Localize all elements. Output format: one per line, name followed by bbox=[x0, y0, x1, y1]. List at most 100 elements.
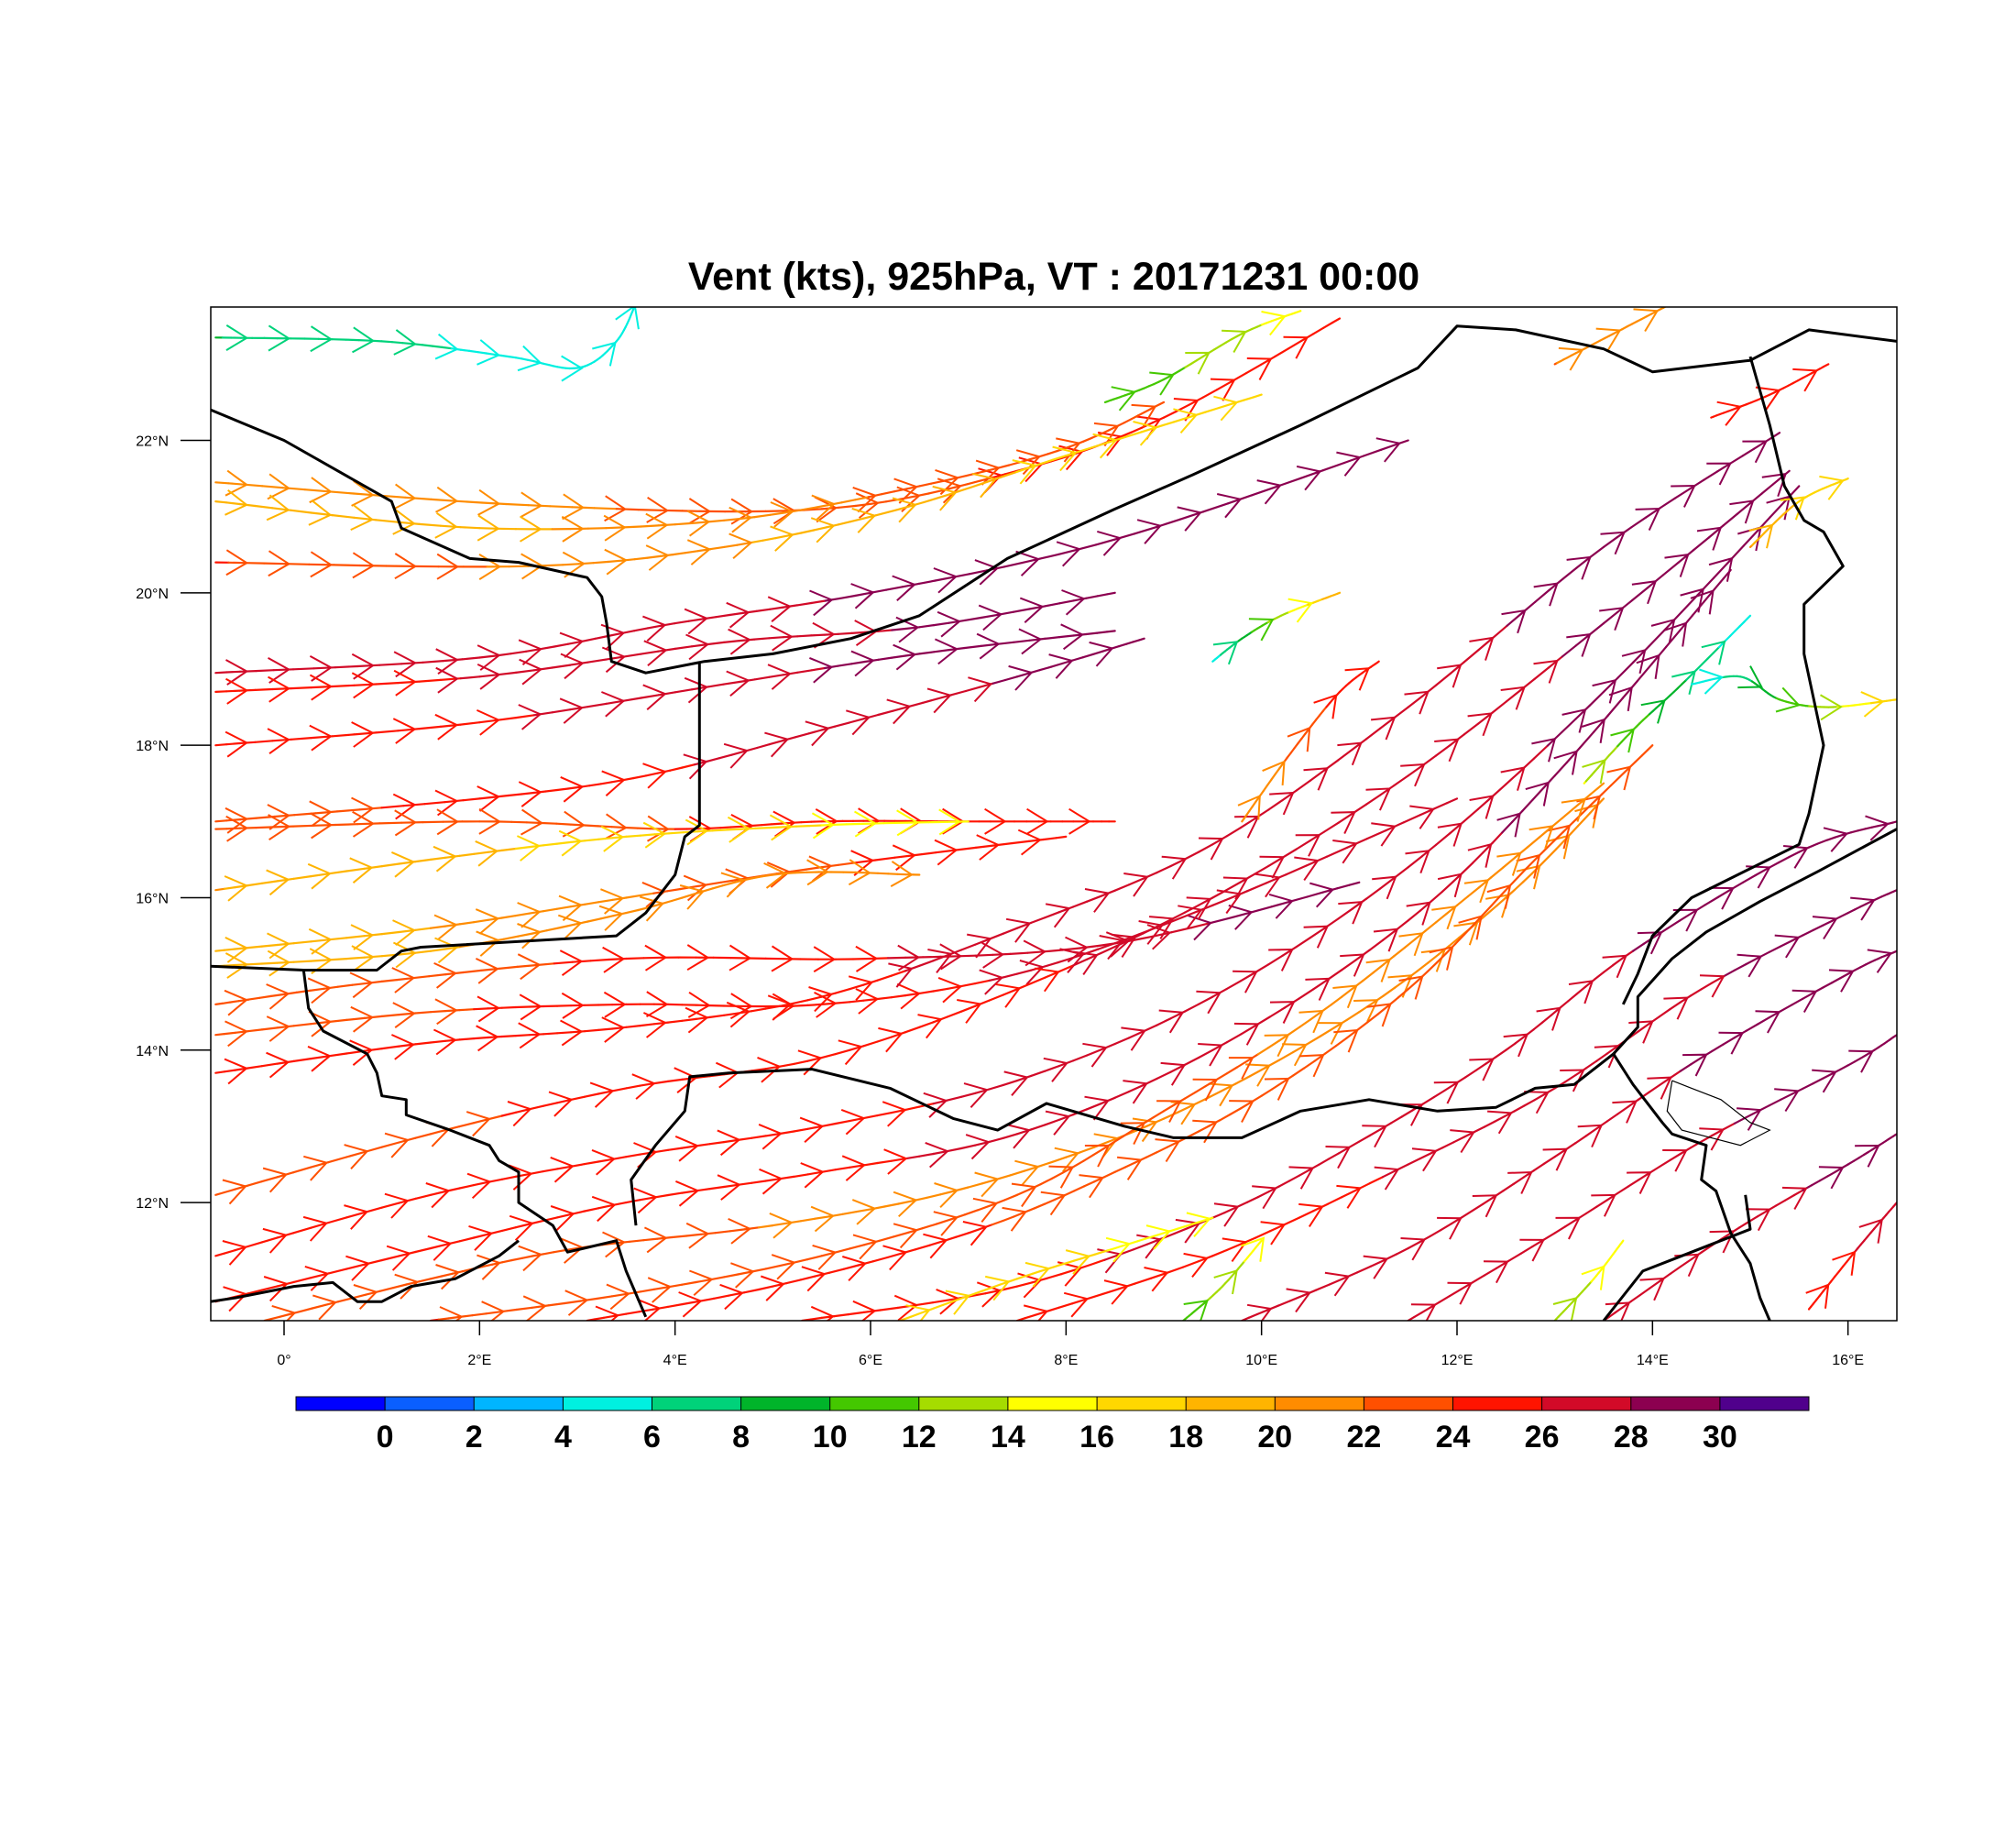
wind-barb-mark bbox=[271, 1304, 297, 1321]
wind-streamline-segment bbox=[1859, 1054, 1868, 1059]
wind-streamline-segment bbox=[1309, 927, 1326, 939]
wind-barb-mark bbox=[763, 862, 788, 889]
wind-streamline-segment bbox=[932, 954, 948, 962]
wind-streamline-segment bbox=[1152, 1110, 1166, 1119]
wind-streamline-segment bbox=[1173, 1227, 1189, 1235]
wind-barb-mark bbox=[1612, 1100, 1638, 1124]
wind-barb-mark bbox=[810, 1305, 835, 1321]
wind-barb-mark bbox=[434, 713, 459, 741]
colorbar-label: 2 bbox=[466, 1420, 483, 1454]
wind-barb-mark bbox=[1631, 579, 1658, 605]
wind-streamline-segment bbox=[1441, 881, 1454, 894]
wind-streamline-segment bbox=[1078, 445, 1096, 453]
wind-streamline-segment bbox=[1402, 814, 1421, 824]
wind-streamline-segment bbox=[1253, 808, 1270, 820]
wind-streamline-segment bbox=[991, 1199, 1006, 1206]
wind-barb-mark bbox=[923, 1092, 948, 1118]
wind-barb-mark bbox=[1177, 506, 1202, 532]
wind-barb-mark bbox=[478, 807, 502, 835]
wind-barb-mark bbox=[1647, 1076, 1672, 1100]
wind-streamline-segment bbox=[794, 824, 811, 828]
wind-streamline-segment bbox=[876, 974, 893, 982]
wind-streamline-segment bbox=[1490, 866, 1505, 879]
wind-barb-mark bbox=[935, 468, 959, 496]
wind-streamline-segment bbox=[1197, 1048, 1214, 1059]
wind-streamline-segment bbox=[1093, 1251, 1102, 1257]
wind-streamline-segment bbox=[1649, 1279, 1661, 1290]
wind-streamline-segment bbox=[729, 1228, 746, 1233]
wind-barb-mark bbox=[1818, 1166, 1845, 1190]
wind-streamline-segment bbox=[1262, 784, 1269, 793]
wind-streamline-segment bbox=[1403, 938, 1417, 949]
wind-streamline-segment bbox=[1584, 1205, 1598, 1215]
wind-barb-mark bbox=[1568, 980, 1594, 1004]
wind-streamline-segment bbox=[833, 1312, 850, 1318]
wind-barb-mark bbox=[1805, 1283, 1830, 1309]
wind-streamline-segment bbox=[500, 914, 518, 919]
wind-streamline-segment bbox=[545, 926, 563, 932]
wind-barb-mark bbox=[1052, 445, 1078, 472]
wind-streamline-segment bbox=[1086, 895, 1102, 903]
wind-streamline-segment bbox=[1268, 1006, 1286, 1018]
wind-streamline-segment bbox=[708, 1014, 726, 1019]
wind-streamline-segment bbox=[276, 960, 295, 964]
wind-barb-mark bbox=[631, 1073, 656, 1100]
wind-streamline-segment bbox=[934, 576, 954, 582]
wind-streamline-segment bbox=[1700, 1134, 1714, 1143]
wind-barb-mark bbox=[1212, 641, 1239, 665]
wind-streamline-segment bbox=[904, 1315, 912, 1321]
wind-barb-mark bbox=[224, 875, 248, 902]
wind-barb-mark bbox=[1336, 1184, 1363, 1209]
wind-streamline-segment bbox=[477, 351, 488, 355]
wind-streamline-segment bbox=[1337, 812, 1353, 824]
wind-streamline-segment bbox=[751, 1135, 767, 1139]
wind-streamline-segment bbox=[255, 826, 275, 829]
wind-streamline-segment bbox=[827, 1213, 844, 1218]
wind-streamline-segment bbox=[1063, 1190, 1076, 1197]
wind-streamline-segment bbox=[1130, 426, 1144, 434]
wind-streamline-segment bbox=[795, 634, 813, 638]
wind-barb-mark bbox=[1558, 346, 1584, 371]
wind-streamline-segment bbox=[1100, 1042, 1116, 1051]
wind-barb-mark bbox=[810, 1205, 836, 1233]
wind-barb-mark bbox=[1133, 421, 1158, 446]
wind-barb-mark bbox=[1858, 1218, 1883, 1244]
wind-streamline-segment bbox=[1575, 555, 1592, 569]
wind-barb-mark bbox=[509, 1214, 534, 1241]
wind-barb-mark bbox=[685, 818, 709, 846]
wind-barb-mark bbox=[517, 902, 542, 928]
wind-streamline-segment bbox=[1082, 436, 1093, 443]
wind-streamline-segment bbox=[1746, 614, 1752, 620]
wind-streamline-segment bbox=[423, 801, 446, 806]
wind-streamline-segment bbox=[728, 611, 744, 617]
wind-streamline-segment bbox=[1309, 1011, 1322, 1021]
wind-streamline-segment bbox=[414, 1011, 433, 1015]
wind-barb-mark bbox=[850, 850, 875, 876]
wind-streamline-segment bbox=[862, 1114, 879, 1120]
wind-barb-mark bbox=[1434, 738, 1460, 763]
wind-streamline-segment bbox=[885, 586, 904, 591]
wind-streamline-segment bbox=[877, 709, 894, 717]
wind-barb-mark bbox=[688, 498, 712, 525]
wind-streamline-segment bbox=[1306, 1035, 1322, 1046]
wind-streamline-segment bbox=[1627, 1179, 1640, 1188]
wind-barb-mark bbox=[896, 982, 921, 1010]
wind-streamline-segment bbox=[823, 632, 839, 636]
wind-barb-mark bbox=[1429, 945, 1454, 971]
wind-streamline-segment bbox=[461, 656, 481, 661]
wind-barb-mark bbox=[477, 644, 501, 671]
wind-streamline-segment bbox=[918, 482, 933, 488]
wind-barb-mark bbox=[350, 924, 375, 950]
country-border bbox=[630, 1052, 1615, 1226]
wind-streamline-segment bbox=[555, 1098, 573, 1104]
wind-streamline-segment bbox=[1177, 1104, 1194, 1114]
wind-streamline-segment bbox=[1003, 470, 1018, 477]
wind-streamline-segment bbox=[1678, 911, 1693, 922]
wind-streamline-segment bbox=[1752, 441, 1765, 450]
wind-streamline-segment bbox=[1616, 661, 1635, 679]
wind-streamline-segment bbox=[1690, 1056, 1703, 1066]
wind-streamline-segment bbox=[1030, 1070, 1046, 1078]
wind-streamline-segment bbox=[430, 498, 458, 502]
wind-barb-mark bbox=[934, 638, 959, 665]
wind-barb-mark bbox=[764, 731, 790, 758]
